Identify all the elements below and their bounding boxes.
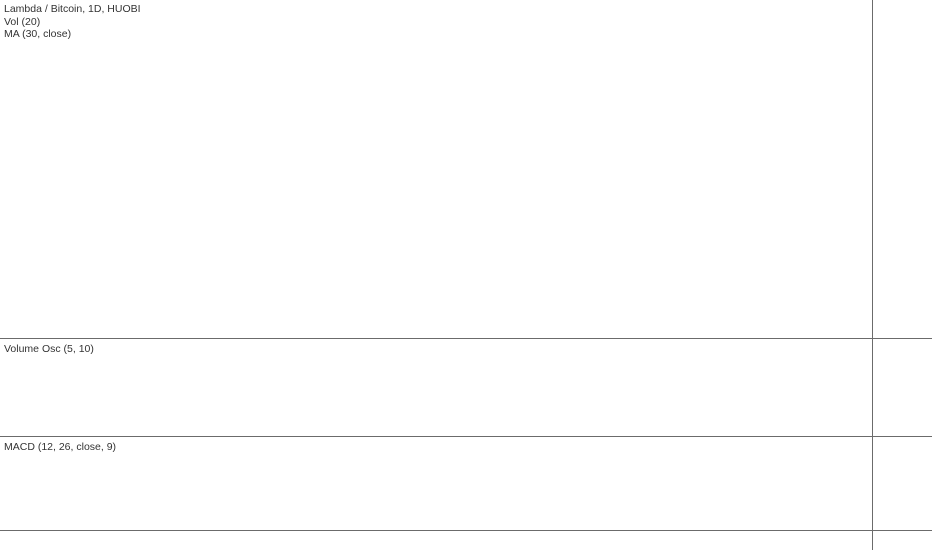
ma-legend: MA (30, close) (4, 28, 71, 40)
symbol-title: Lambda / Bitcoin, 1D, HUOBI (4, 3, 141, 15)
volume-legend: Vol (20) (4, 16, 40, 28)
volume-osc-legend: Volume Osc (5, 10) (4, 343, 94, 355)
macd-legend: MACD (12, 26, close, 9) (4, 441, 116, 453)
